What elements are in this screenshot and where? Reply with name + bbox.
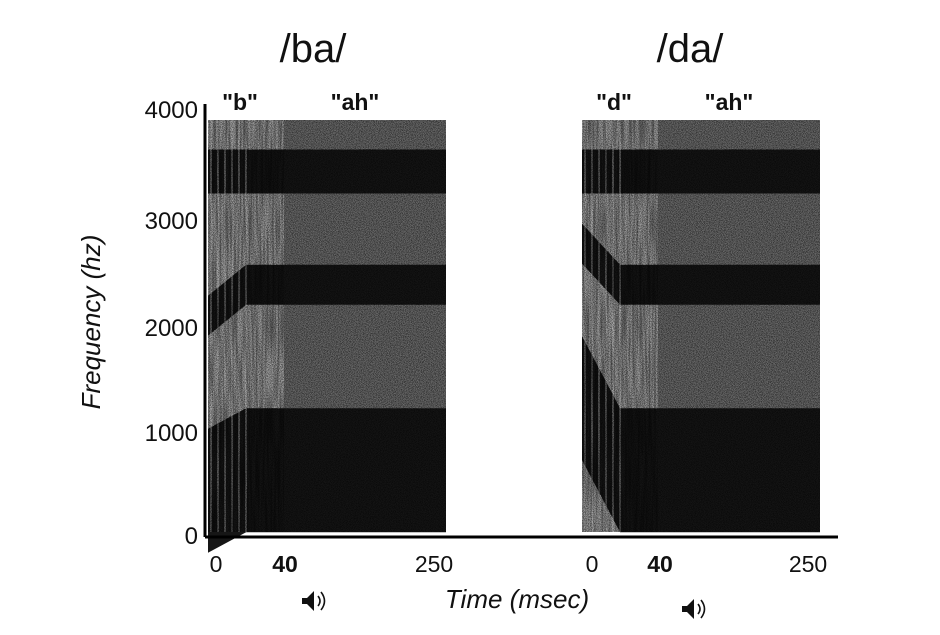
x-tick-label: 40 [647, 551, 673, 577]
spectrogram-ba [208, 120, 446, 553]
x-tick-label: 250 [789, 551, 827, 577]
x-tick-label: 0 [586, 551, 599, 577]
speaker-icon[interactable] [302, 591, 326, 611]
speaker-icon[interactable] [682, 599, 706, 619]
x-tick-label: 0 [210, 551, 223, 577]
segment-label-b: "b" [222, 89, 258, 115]
y-tick-label: 1000 [145, 420, 198, 447]
panel-title-ba: /ba/ [280, 27, 348, 71]
segment-label-ah-1: "ah" [331, 89, 380, 115]
y-tick-label: 3000 [145, 208, 198, 235]
spectrogram-da [582, 120, 820, 533]
y-tick-labels: 0 1000 2000 3000 4000 [145, 97, 198, 550]
x-axis-label: Time (msec) [445, 584, 589, 614]
y-tick-label: 4000 [145, 97, 198, 124]
x-tick-label: 250 [415, 551, 453, 577]
y-tick-label: 0 [185, 523, 198, 550]
segment-label-d: "d" [596, 89, 632, 115]
panel-title-da: /da/ [657, 27, 725, 71]
segment-label-ah-2: "ah" [705, 89, 754, 115]
y-axis-label: Frequency (hz) [76, 235, 106, 410]
x-tick-label: 40 [272, 551, 298, 577]
y-tick-label: 2000 [145, 315, 198, 342]
